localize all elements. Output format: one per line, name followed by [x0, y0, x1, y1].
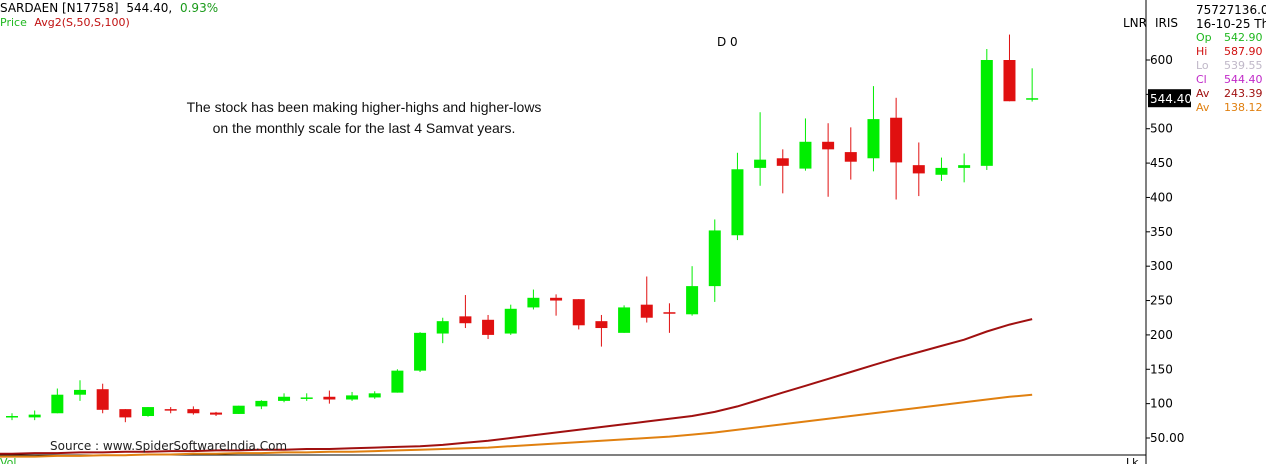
candle-body: [799, 141, 812, 169]
candle-body: [142, 407, 155, 417]
current-price-label: 544.40: [1150, 92, 1192, 106]
candle-body: [912, 165, 925, 174]
candle-body: [323, 396, 336, 400]
indicator-legend: Price Avg2(S,50,S,100): [0, 16, 130, 29]
date-readout: 16-10-25 Th: [1196, 17, 1266, 31]
chart-title: SARDAEN [N17758] 544.40, 0.93%: [0, 1, 218, 15]
volume-scale-label: Lk: [1126, 456, 1139, 464]
candle-body: [278, 396, 291, 401]
moving-average-line: [0, 393, 1033, 458]
y-tick-label: 250: [1150, 294, 1173, 308]
bar-marker: D 0: [717, 35, 738, 49]
candle-body: [754, 159, 767, 168]
candle-body: [776, 158, 789, 166]
candle-body: [482, 319, 495, 335]
ohlc-value: 544.40: [1224, 73, 1263, 86]
candle-body: [232, 405, 245, 414]
ohlc-row: Av 243.39: [1196, 87, 1263, 100]
candle-body: [391, 370, 404, 393]
ohlc-key: Av: [1196, 101, 1210, 114]
candle-body: [708, 230, 721, 287]
ohlc-row: Av 138.12: [1196, 101, 1263, 114]
ohlc-key: Op: [1196, 31, 1212, 44]
y-tick-label: 450: [1150, 156, 1173, 170]
ohlc-value: 542.90: [1224, 31, 1263, 44]
candle-body: [550, 297, 563, 301]
ohlc-key: Lo: [1196, 59, 1209, 72]
candle-body: [504, 308, 517, 334]
candle-body: [618, 307, 631, 333]
candle-body: [96, 389, 109, 410]
candle-body: [572, 299, 585, 326]
candle-body: [119, 409, 132, 418]
y-tick-label: 200: [1150, 328, 1173, 342]
y-tick-label: 50.00: [1150, 431, 1184, 445]
ohlc-key: Cl: [1196, 73, 1207, 86]
y-tick-label: 600: [1150, 53, 1173, 67]
y-tick-label: 400: [1150, 190, 1173, 204]
candle-body: [980, 60, 993, 166]
candle-body: [731, 169, 744, 236]
ohlc-value: 587.90: [1224, 45, 1263, 58]
candle-body: [164, 409, 177, 411]
candle-body: [187, 409, 200, 414]
ohlc-key: Av: [1196, 87, 1210, 100]
candle-body: [346, 395, 359, 400]
ohlc-row: Op 542.90: [1196, 31, 1263, 44]
y-tick-label: 300: [1150, 259, 1173, 273]
candle-body: [74, 389, 87, 395]
candle-body: [822, 141, 835, 150]
candle-body: [686, 286, 699, 315]
moving-average-line: [0, 318, 1033, 455]
ohlc-row: Cl 544.40: [1196, 73, 1263, 86]
ohlc-value: 138.12: [1224, 101, 1263, 114]
ohlc-row: Lo 539.55: [1196, 59, 1263, 72]
candle-body: [436, 321, 449, 334]
iris-button[interactable]: IRIS: [1155, 16, 1179, 30]
candle-body: [28, 414, 41, 418]
candle-body: [51, 394, 64, 414]
source-credit: Source : www.SpiderSoftwareIndia.Com: [50, 439, 287, 453]
annotation-line-1: The stock has been making higher-highs a…: [187, 99, 542, 115]
candle-body: [935, 167, 948, 175]
annotation-line-2: on the monthly scale for the last 4 Samv…: [213, 120, 516, 136]
candle-body: [844, 152, 857, 162]
indicator-name: Avg2(S,50,S,100): [34, 16, 130, 29]
candle-body: [459, 316, 472, 324]
candle-body: [867, 119, 880, 159]
candle-body: [958, 165, 971, 168]
candle-body: [595, 321, 608, 329]
candle-body: [414, 332, 427, 371]
y-tick-label: 150: [1150, 362, 1173, 376]
last-price: 544.40,: [126, 1, 173, 15]
candle-body: [527, 297, 540, 308]
candle-body: [300, 397, 313, 399]
ohlc-key: Hi: [1196, 45, 1208, 58]
candle-body: [890, 117, 903, 163]
y-tick-label: 350: [1150, 225, 1173, 239]
current-price-box: [1148, 89, 1191, 108]
candle-body: [663, 312, 676, 314]
ohlc-value: 539.55: [1224, 59, 1263, 72]
candle-body: [1026, 98, 1039, 100]
ohlc-value: 243.39: [1224, 87, 1263, 100]
candle-body: [210, 412, 223, 415]
lnr-button[interactable]: LNR: [1123, 16, 1147, 30]
ohlc-row: Hi 587.90: [1196, 45, 1263, 58]
candle-body: [6, 416, 18, 418]
symbol-label: SARDAEN [N17758]: [0, 1, 119, 15]
volume-readout: 75727136.00: [1196, 3, 1266, 17]
change-percent: 0.93%: [179, 1, 219, 15]
y-tick-label: 500: [1150, 122, 1173, 136]
candle-body: [255, 400, 268, 407]
volume-label: Vol: [0, 456, 16, 464]
candle-body: [1003, 60, 1016, 102]
candle-body: [368, 393, 381, 398]
candle-body: [640, 304, 653, 318]
indicator-prefix: Price: [0, 16, 27, 29]
y-tick-label: 100: [1150, 397, 1173, 411]
